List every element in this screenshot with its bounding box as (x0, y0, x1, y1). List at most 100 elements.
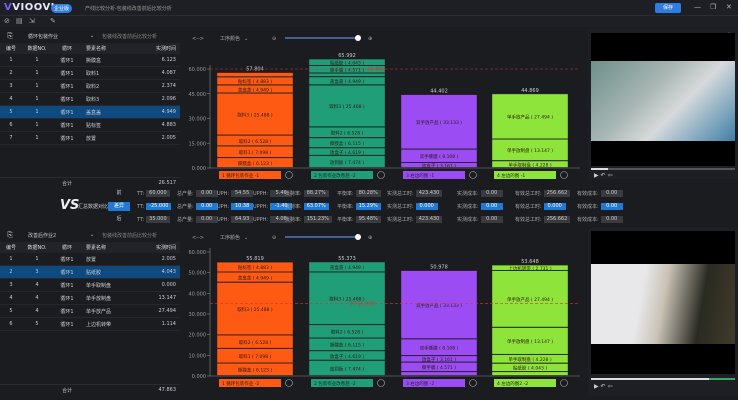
operation-select[interactable]: 改善后作业2 (28, 232, 57, 239)
top-video-progress[interactable] (591, 168, 735, 170)
bar-segment[interactable] (216, 76, 294, 85)
bar-segment[interactable] (216, 84, 294, 93)
category-tag[interactable] (311, 379, 373, 387)
bar-segment[interactable] (308, 272, 386, 325)
category-tag[interactable] (494, 171, 556, 179)
close-icon[interactable]: ✕ (726, 3, 732, 11)
bar-segment[interactable] (491, 160, 569, 168)
bar-segment[interactable] (216, 334, 294, 349)
bar-segment[interactable] (308, 126, 386, 138)
bar-segment[interactable] (308, 324, 386, 338)
table-row[interactable]: 1 1 循环1 放置 2.005 (0, 253, 180, 266)
zoom-in-icon[interactable]: ⊕ (368, 235, 372, 241)
export-file-icon[interactable]: ⎘ (7, 230, 13, 239)
table-row[interactable]: 4 4 循环1 单手放制盘 13.147 (0, 292, 180, 305)
bar-segment[interactable] (308, 155, 386, 168)
nav-arrows[interactable]: <--> (192, 235, 204, 241)
table-row[interactable]: 2 1 循环1 取料1 4.087 (0, 67, 180, 80)
table-row[interactable]: 3 4 循环1 单手取制盘 0.000 (0, 279, 180, 292)
document-icon[interactable]: ▤ (16, 17, 23, 25)
table-row[interactable]: 5 1 循环1 盖盒盖 4.949 (0, 106, 180, 119)
bar-segment[interactable] (491, 363, 569, 372)
column-header[interactable]: 循环 (61, 245, 72, 251)
bar-segment[interactable] (400, 149, 478, 163)
bar-segment[interactable] (308, 350, 386, 361)
bar-segment[interactable] (400, 94, 478, 150)
minimize-icon[interactable]: — (694, 3, 701, 11)
edit-icon[interactable]: ✎ (50, 17, 56, 25)
disable-icon[interactable] (285, 171, 293, 179)
bar-segment[interactable] (491, 327, 569, 355)
bar-segment[interactable] (308, 84, 386, 127)
zoom-in-icon[interactable]: ⊕ (368, 36, 372, 42)
table-row[interactable]: 3 1 循环1 取料2 2.374 (0, 80, 180, 93)
zoom-out-icon[interactable]: ⊖ (272, 235, 276, 241)
bar-segment[interactable] (400, 270, 478, 339)
play-icon[interactable]: ▶ ↶ ⇦ (594, 383, 613, 390)
compare-row-label[interactable]: 差异 (108, 202, 130, 211)
column-header[interactable]: 实测时间 (155, 46, 176, 52)
category-tag[interactable] (311, 171, 373, 179)
bar-segment[interactable] (308, 73, 386, 77)
bottom-video-progress[interactable] (591, 378, 735, 380)
bar-segment[interactable] (400, 362, 478, 372)
table-row[interactable]: 6 1 循环1 贴标签 4.883 (0, 119, 180, 132)
chevron-down-icon[interactable]: ⌄ (90, 232, 95, 238)
bar-segment[interactable] (491, 371, 569, 376)
bar-segment[interactable] (216, 261, 294, 272)
bar-segment[interactable] (216, 348, 294, 363)
column-header[interactable]: 编号 (5, 46, 16, 52)
bar-segment[interactable] (400, 338, 478, 356)
disable-icon[interactable] (469, 171, 477, 179)
bar-segment[interactable] (216, 363, 294, 376)
bar-segment[interactable] (216, 272, 294, 283)
save-button[interactable]: 保存 (655, 3, 681, 13)
column-header[interactable]: 循环 (61, 46, 72, 52)
category-tag[interactable] (494, 379, 556, 387)
bar-segment[interactable] (491, 354, 569, 364)
zoom-slider-handle[interactable] (355, 35, 361, 41)
bar-segment[interactable] (308, 360, 386, 376)
bar-segment[interactable] (491, 93, 569, 139)
chevron-down-icon[interactable]: ⌄ (90, 33, 95, 39)
top-video[interactable] (591, 33, 735, 166)
bar-segment[interactable] (216, 282, 294, 335)
bar-segment[interactable] (491, 270, 569, 328)
disable-icon[interactable] (285, 379, 293, 387)
nav-arrows[interactable]: <--> (192, 36, 204, 42)
bar-segment[interactable] (308, 147, 386, 156)
category-tag[interactable] (403, 379, 465, 387)
bar-segment[interactable] (308, 137, 386, 148)
bar-segment[interactable] (400, 162, 478, 168)
chevron-down-icon[interactable]: ⌄ (244, 235, 248, 241)
disable-icon[interactable] (560, 379, 568, 387)
bar-segment[interactable] (491, 264, 569, 271)
table-row[interactable]: 7 1 循环1 放置 2.005 (0, 132, 180, 145)
bar-segment[interactable] (308, 76, 386, 85)
bar-segment[interactable] (216, 157, 294, 168)
play-icon[interactable]: ▶ ↶ ⇦ (594, 172, 613, 179)
category-tag[interactable] (219, 379, 281, 387)
zoom-slider-handle[interactable] (355, 234, 361, 240)
operation-select[interactable]: 循环包装作业 (28, 33, 59, 40)
color-mode-select[interactable]: 工序颜色 (220, 35, 240, 42)
column-header[interactable]: 要素名称 (86, 245, 107, 251)
table-row[interactable]: 2 3 循环1 贴纸胶 4.043 (0, 266, 180, 279)
bar-segment[interactable] (400, 355, 478, 363)
column-header[interactable]: 数据NO. (27, 46, 47, 52)
disable-icon[interactable] (377, 379, 385, 387)
maximize-icon[interactable]: ❐ (710, 3, 717, 11)
bar-segment[interactable] (308, 338, 386, 351)
bar-segment[interactable] (216, 135, 294, 146)
table-row[interactable]: 6 5 循环1 上边机转带 1.114 (0, 318, 180, 331)
disable-icon[interactable] (560, 171, 568, 179)
export-file-icon[interactable]: ⎘ (7, 31, 13, 40)
bar-segment[interactable] (400, 371, 478, 376)
bar-segment[interactable] (216, 93, 294, 136)
table-row[interactable]: 5 4 循环1 单手放产品 27.494 (0, 305, 180, 318)
category-tag[interactable] (403, 171, 465, 179)
column-header[interactable]: 实测时间 (155, 245, 176, 251)
color-mode-select[interactable]: 工序颜色 (220, 234, 240, 241)
bar-segment[interactable] (308, 261, 386, 272)
disable-icon[interactable] (377, 171, 385, 179)
